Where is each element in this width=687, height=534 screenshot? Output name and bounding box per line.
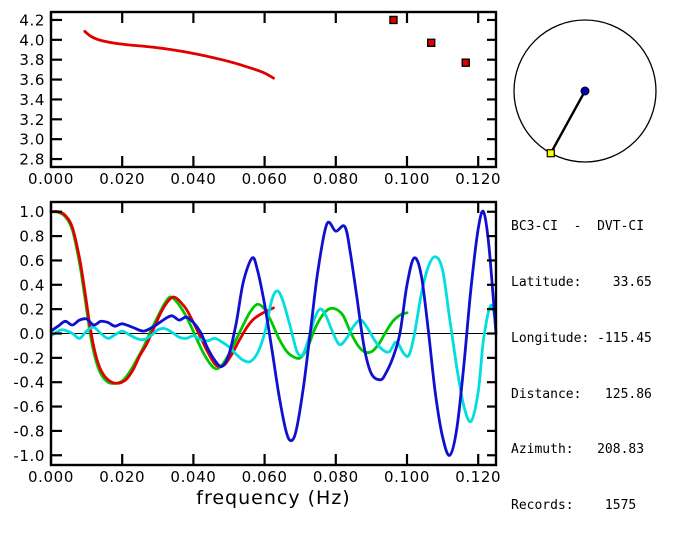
marker-picked-velocities (461, 58, 470, 67)
azimuth-diagram (513, 19, 657, 163)
azimuth-circle (513, 19, 657, 163)
y-tick-label: 4.2 (19, 11, 45, 29)
info-line-distance: Distance: 125.86 (511, 386, 652, 402)
y-tick-label: 0.8 (19, 228, 45, 246)
plot-frame (49, 10, 498, 169)
x-tick-label: 0.020 (99, 468, 145, 486)
x-tick-label: 0.040 (170, 170, 216, 188)
x-tick-label: 0.100 (384, 170, 430, 188)
group-velocity-chart: 0.000 0.020 0.040 0.060 0.080 0.100 0.120 2.8 3.… (19, 10, 501, 188)
y-tick-label: 0.4 (19, 276, 45, 294)
y-tick-label: 3.8 (19, 51, 45, 69)
event-marker-square (546, 149, 555, 158)
x-tick-label: 0.120 (455, 468, 501, 486)
y-tick-label: -1.0 (13, 447, 45, 465)
x-tick-label: 0.080 (313, 468, 359, 486)
y-tick-label: 3.0 (19, 131, 45, 149)
y-tick-label: -0.6 (13, 398, 45, 416)
marker-picked-velocities (389, 15, 398, 25)
y-tick-label: 0.0 (19, 325, 45, 343)
x-tick-label: 0.100 (384, 468, 430, 486)
y-tick-label: 4.0 (19, 31, 45, 49)
info-line-longitude: Longitude: -115.45 (511, 330, 652, 346)
station-pair-title: BC3-CI - DVT-CI (511, 219, 645, 235)
x-tick-label: 0.060 (242, 170, 288, 188)
info-line-latitude: Latitude: 33.65 (511, 274, 652, 290)
y-tick-label: 0.2 (19, 301, 45, 319)
station-pair-info: BC3-CI - DVT-CI Latitude: 33.65 Longitud… (511, 181, 652, 534)
y-tick-label: 3.6 (19, 71, 45, 89)
x-tick-label: 0.120 (455, 170, 501, 188)
azimuth-line (549, 90, 587, 154)
x-tick-label: 0.060 (242, 468, 288, 486)
frequency-axis-label: frequency (Hz) (196, 487, 350, 509)
y-tick-label: 2.8 (19, 151, 45, 169)
plots-canvas: 0.000 0.020 0.040 0.060 0.080 0.100 0.120 2.8 3.… (13, 10, 657, 509)
series-dispersion-curve (83, 30, 275, 80)
x-tick-label: 0.000 (28, 170, 74, 188)
y-tick-label: -0.4 (13, 374, 45, 392)
y-tick-label: 3.4 (19, 91, 45, 109)
y-tick-label: -0.2 (13, 349, 45, 367)
series-red-correlation (49, 210, 275, 385)
x-tick-label: 0.000 (28, 468, 74, 486)
info-line-azimuth: Azimuth: 208.83 (511, 442, 645, 458)
info-line-records: Records: 1575 (511, 498, 637, 514)
y-tick-label: 0.6 (19, 252, 45, 270)
series-blue-correlation (49, 209, 498, 457)
y-tick-label: 1.0 (19, 203, 45, 221)
x-tick-label: 0.040 (170, 468, 216, 486)
x-tick-label: 0.020 (99, 170, 145, 188)
y-tick-label: 3.2 (19, 111, 45, 129)
y-tick-label: -0.8 (13, 422, 45, 440)
marker-picked-velocities (427, 38, 436, 48)
station-marker-dot (580, 86, 590, 96)
correlation-chart: 0.000 0.020 0.040 0.060 0.080 0.100 0.120 1.0 0.… (13, 200, 501, 509)
x-tick-label: 0.080 (313, 170, 359, 188)
